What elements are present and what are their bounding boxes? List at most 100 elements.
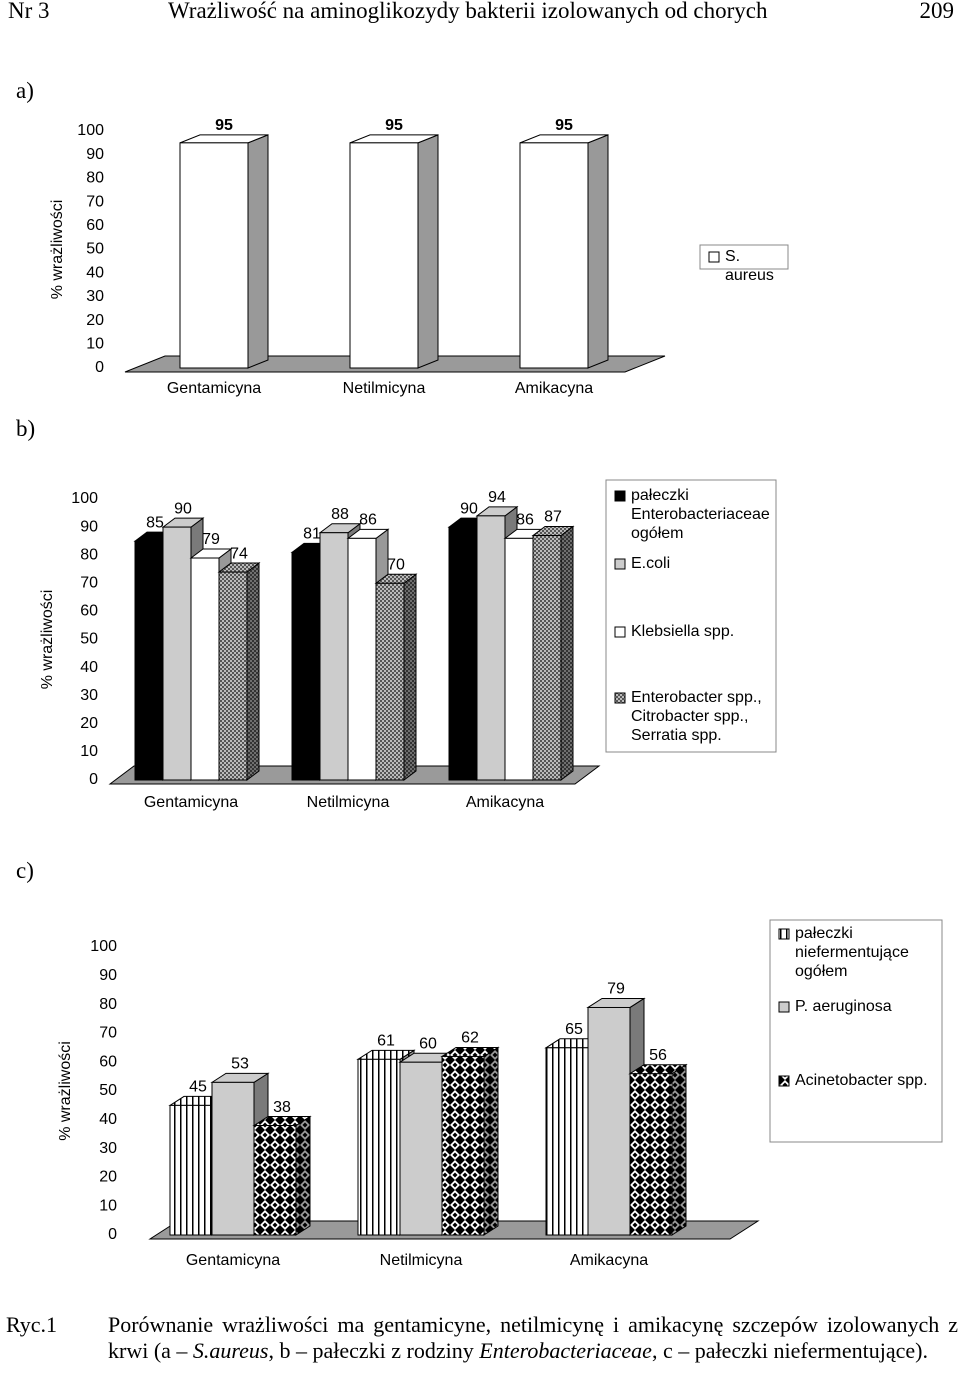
y-tick-label: 80: [99, 996, 117, 1013]
bar-side-shade: [484, 1047, 498, 1235]
bar: [319, 532, 349, 781]
bar: [375, 582, 405, 781]
x-tick-label: Gentamicyna: [167, 380, 261, 397]
y-tick-label: 100: [71, 490, 98, 507]
y-tick-label: 70: [99, 1025, 117, 1042]
bar: [545, 1047, 589, 1236]
value-label: 70: [387, 557, 405, 574]
x-tick-label: Amikacyna: [466, 794, 544, 811]
bar: [134, 540, 164, 781]
legend-swatch: [614, 490, 626, 502]
panel-label: b): [16, 416, 36, 441]
y-tick-label: 40: [86, 264, 104, 281]
y-tick-label: 0: [108, 1226, 117, 1243]
legend-label: Klebsiella spp.: [631, 623, 735, 640]
legend-label: pałeczki Enterobacteriaceae ogółem: [631, 487, 770, 542]
value-label: 60: [419, 1035, 437, 1052]
legend-swatch: [614, 558, 626, 570]
y-tick-label: 100: [77, 122, 104, 139]
value-label: 94: [488, 489, 506, 506]
y-tick-label: 60: [80, 603, 98, 620]
y-tick-label: 20: [86, 312, 104, 329]
y-tick-label: 60: [99, 1053, 117, 1070]
legend-label: S. aureus: [725, 248, 774, 284]
bar: [179, 142, 249, 369]
y-tick-label: 10: [99, 1197, 117, 1214]
value-label: 90: [174, 500, 192, 517]
y-tick-label: 90: [80, 518, 98, 535]
y-tick-label: 50: [80, 631, 98, 648]
y-tick-label: 20: [80, 715, 98, 732]
legend-label: Enterobacter spp., Citrobacter spp., Ser…: [631, 689, 762, 744]
legend-swatch: [778, 1001, 790, 1013]
y-tick-label: 40: [99, 1111, 117, 1128]
y-tick-label: 70: [86, 193, 104, 210]
legend-box: [699, 244, 789, 270]
value-label: 79: [607, 981, 625, 998]
bar: [211, 1081, 255, 1236]
bar-side-shade: [404, 574, 416, 780]
bar-side-shade: [561, 526, 573, 780]
value-label: 85: [146, 514, 164, 531]
x-tick-label: Netilmicyna: [307, 794, 390, 811]
bar: [357, 1058, 401, 1236]
bar: [587, 1006, 631, 1236]
legend-box: [605, 479, 777, 753]
legend-swatch: [778, 928, 790, 940]
bar-side-shade: [247, 563, 259, 780]
y-tick-label: 60: [86, 217, 104, 234]
value-label: 53: [231, 1056, 249, 1073]
bar: [253, 1125, 297, 1236]
bar: [349, 142, 419, 369]
legend-swatch: [614, 692, 626, 704]
value-label: 65: [565, 1021, 583, 1038]
caption-text: Enterobacteriaceae: [479, 1338, 652, 1363]
x-tick-label: Gentamicyna: [186, 1252, 280, 1269]
caption-text: , b – pałeczki z rodziny: [268, 1338, 480, 1363]
bar-side-shade: [296, 1116, 310, 1235]
bar: [441, 1055, 485, 1236]
y-tick-label: 80: [86, 170, 104, 187]
y-tick-label: 50: [86, 241, 104, 258]
caption: Porównanie wrażliwości ma gentamicyne, n…: [108, 1312, 958, 1364]
bar: [629, 1073, 673, 1236]
y-tick-label: 40: [80, 659, 98, 676]
y-tick-label: 50: [99, 1082, 117, 1099]
value-label: 86: [359, 512, 377, 529]
value-label: 95: [385, 117, 403, 134]
value-label: 95: [555, 117, 573, 134]
x-tick-label: Gentamicyna: [144, 794, 238, 811]
bar: [190, 557, 220, 781]
legend-label: Acinetobacter spp.: [795, 1072, 928, 1089]
y-tick-label: 0: [89, 771, 98, 788]
page-number: 209: [919, 0, 955, 23]
y-axis-label: % wrażliwości: [49, 200, 66, 300]
value-label: 74: [230, 545, 248, 562]
panel-label: a): [16, 78, 34, 103]
bar-side-shade: [418, 134, 438, 368]
legend-swatch: [778, 1075, 790, 1087]
caption-text: Porównanie wrażliwości ma gentamicyne, n…: [108, 1312, 958, 1363]
journal-number: Nr 3: [8, 0, 50, 23]
x-tick-label: Amikacyna: [515, 380, 593, 397]
y-tick-label: 70: [80, 575, 98, 592]
y-tick-label: 10: [80, 743, 98, 760]
x-tick-label: Netilmicyna: [380, 1252, 463, 1269]
caption-text: , c – pałeczki niefermentujące).: [651, 1338, 929, 1363]
bar: [347, 537, 377, 781]
y-tick-label: 90: [99, 967, 117, 984]
caption-label: Ryc.1: [6, 1312, 58, 1337]
panel-label: c): [16, 858, 34, 883]
bar: [162, 526, 192, 781]
bar: [169, 1104, 213, 1236]
caption-text: S.aureus: [192, 1338, 269, 1363]
y-tick-label: 90: [86, 146, 104, 163]
y-tick-label: 0: [95, 359, 104, 376]
running-title: Wrażliwość na aminoglikozydy bakterii iz…: [168, 0, 768, 23]
legend-box: [769, 919, 943, 1143]
x-tick-label: Amikacyna: [570, 1252, 648, 1269]
value-label: 61: [377, 1033, 395, 1050]
bar: [504, 537, 534, 781]
bar: [476, 515, 506, 781]
